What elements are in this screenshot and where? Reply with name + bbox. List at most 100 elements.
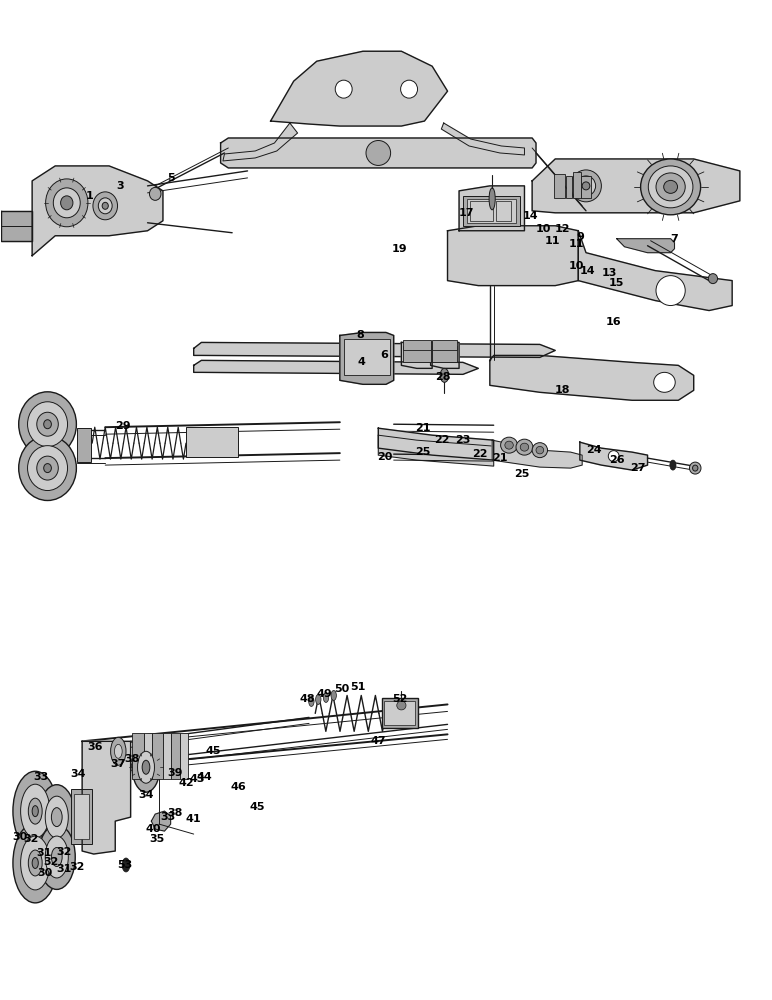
Text: 35: 35 (149, 834, 164, 844)
Bar (132, 733, 144, 779)
Text: 40: 40 (146, 824, 161, 834)
Bar (432, 340, 457, 350)
Text: 47: 47 (371, 736, 386, 746)
Text: 25: 25 (415, 447, 431, 457)
Bar (163, 733, 171, 779)
Polygon shape (194, 360, 479, 374)
Ellipse shape (520, 443, 529, 451)
Text: 3: 3 (117, 181, 124, 191)
Text: 32: 32 (23, 834, 39, 844)
Text: 23: 23 (455, 435, 471, 445)
Ellipse shape (532, 443, 547, 458)
Text: 22: 22 (434, 435, 449, 445)
Ellipse shape (142, 760, 150, 774)
Bar (70, 789, 92, 844)
Ellipse shape (122, 858, 130, 872)
Polygon shape (431, 342, 459, 368)
Ellipse shape (656, 276, 686, 306)
Text: 4: 4 (357, 357, 365, 367)
Text: 1: 1 (86, 191, 93, 201)
Text: 48: 48 (300, 694, 315, 704)
Polygon shape (448, 226, 578, 286)
Ellipse shape (102, 202, 108, 209)
Text: 53: 53 (117, 860, 132, 870)
Bar (73, 794, 89, 839)
Text: 41: 41 (186, 814, 201, 824)
Ellipse shape (21, 784, 50, 838)
Ellipse shape (536, 446, 543, 454)
Ellipse shape (46, 796, 68, 838)
Ellipse shape (335, 80, 352, 98)
Text: 12: 12 (555, 224, 571, 234)
Ellipse shape (61, 196, 73, 210)
Text: 32: 32 (43, 857, 59, 867)
Text: 6: 6 (381, 350, 388, 360)
Ellipse shape (29, 850, 42, 876)
Ellipse shape (571, 170, 601, 202)
Text: 13: 13 (601, 268, 617, 278)
Ellipse shape (150, 187, 161, 200)
Ellipse shape (13, 771, 58, 851)
Text: 33: 33 (160, 812, 175, 822)
Text: 38: 38 (124, 754, 140, 764)
Ellipse shape (114, 744, 122, 758)
Text: 29: 29 (115, 421, 130, 431)
Text: 32: 32 (57, 847, 72, 857)
Ellipse shape (397, 701, 406, 710)
Ellipse shape (110, 737, 126, 765)
Text: 10: 10 (535, 224, 550, 234)
Ellipse shape (331, 690, 337, 700)
Text: 25: 25 (513, 469, 529, 479)
Text: 22: 22 (472, 449, 488, 459)
Ellipse shape (608, 451, 619, 462)
Text: 52: 52 (392, 694, 408, 704)
Ellipse shape (316, 694, 321, 704)
Text: 7: 7 (671, 234, 679, 244)
Ellipse shape (28, 402, 67, 447)
Bar (344, 339, 390, 375)
Ellipse shape (93, 192, 117, 220)
Text: 50: 50 (334, 684, 349, 694)
Ellipse shape (309, 696, 314, 706)
Text: 28: 28 (435, 372, 451, 382)
Bar (171, 733, 180, 779)
Ellipse shape (19, 436, 76, 500)
Bar (76, 428, 90, 462)
Text: 44: 44 (197, 772, 212, 782)
Ellipse shape (46, 836, 68, 878)
Ellipse shape (505, 441, 513, 449)
Polygon shape (442, 123, 524, 155)
Text: 36: 36 (87, 742, 103, 752)
Bar (382, 698, 418, 728)
Text: 34: 34 (70, 769, 86, 779)
Bar (573, 172, 581, 198)
Bar (403, 346, 431, 362)
Bar (554, 174, 565, 198)
Polygon shape (271, 51, 448, 126)
Polygon shape (82, 741, 130, 854)
Text: 21: 21 (492, 453, 508, 463)
Ellipse shape (44, 420, 52, 429)
Polygon shape (580, 442, 648, 470)
Polygon shape (578, 231, 732, 311)
Bar (566, 176, 572, 198)
Bar (432, 346, 457, 362)
Bar (470, 201, 493, 221)
Text: 24: 24 (586, 445, 601, 455)
Text: 20: 20 (377, 452, 392, 462)
Text: 46: 46 (230, 782, 246, 792)
Ellipse shape (641, 159, 701, 215)
Ellipse shape (654, 372, 676, 392)
Ellipse shape (37, 456, 59, 480)
Text: 45: 45 (249, 802, 265, 812)
Ellipse shape (692, 465, 698, 471)
Ellipse shape (52, 808, 63, 827)
Ellipse shape (52, 848, 63, 866)
Ellipse shape (32, 858, 39, 868)
Text: 30: 30 (12, 832, 28, 842)
Ellipse shape (577, 176, 596, 196)
Text: 19: 19 (392, 244, 408, 254)
Polygon shape (378, 435, 493, 466)
Ellipse shape (323, 692, 329, 702)
Ellipse shape (516, 439, 533, 455)
